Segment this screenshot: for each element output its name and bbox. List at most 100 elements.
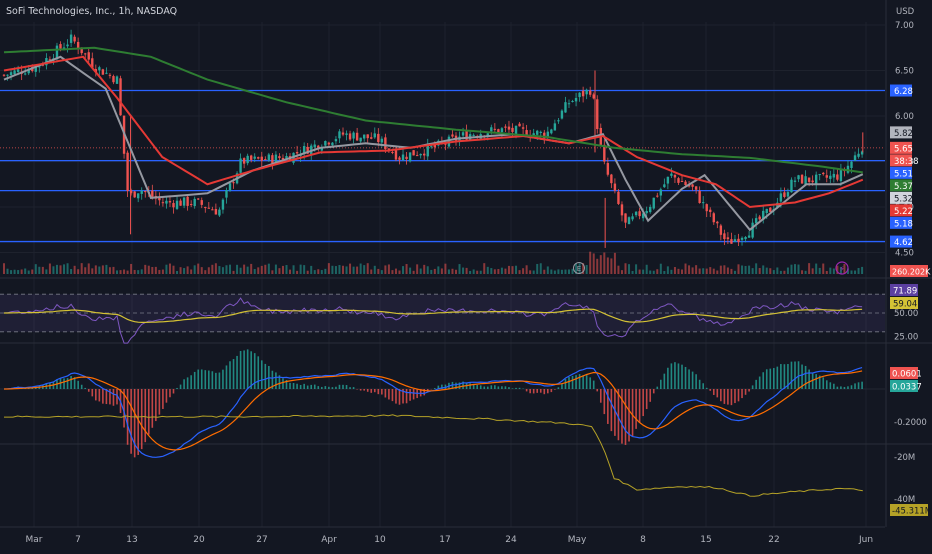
candle-body — [610, 175, 612, 184]
candle-body — [6, 75, 8, 76]
candle-body — [628, 217, 630, 224]
macd-histogram-bar — [671, 363, 673, 389]
volume-bar — [38, 267, 40, 274]
candle-body — [691, 184, 693, 186]
volume-bar — [261, 266, 263, 274]
candle-body — [501, 128, 503, 132]
volume-bar — [314, 270, 316, 274]
price-axis-label: 5.18 — [894, 219, 913, 229]
macd-histogram-bar — [674, 362, 676, 389]
candle-body — [278, 156, 280, 158]
volume-bar — [158, 270, 160, 274]
macd-histogram-bar — [265, 364, 267, 389]
price-axis-label: 5.22 — [894, 207, 913, 217]
candle-body — [384, 137, 386, 149]
macd-histogram-bar — [688, 369, 690, 389]
macd-histogram-bar — [81, 385, 83, 389]
macd-histogram-bar — [547, 389, 549, 393]
candle-body — [338, 131, 340, 138]
macd-histogram-bar — [99, 389, 101, 401]
volume-bar — [233, 271, 235, 274]
candle-body — [197, 199, 199, 200]
volume-bar — [342, 266, 344, 274]
volume-bar — [416, 264, 418, 274]
macd-histogram-bar — [166, 389, 168, 403]
macd-histogram-bar — [162, 389, 164, 409]
volume-bar — [81, 263, 83, 274]
obv-tick-label: -20M — [894, 453, 915, 463]
price-tick-label: 4.50 — [895, 249, 914, 259]
candle-body — [261, 157, 263, 161]
candle-body — [822, 173, 824, 174]
volume-bar — [353, 267, 355, 274]
macd-histogram-bar — [805, 366, 807, 389]
macd-histogram-bar — [303, 384, 305, 389]
volume-bar — [600, 255, 602, 274]
candle-body — [755, 218, 757, 223]
macd-histogram-bar — [752, 385, 754, 389]
macd-histogram-bar — [731, 389, 733, 405]
macd-histogram-bar — [63, 378, 65, 389]
candle-body — [554, 123, 556, 130]
volume-bar — [476, 271, 478, 274]
candle-body — [660, 189, 662, 195]
volume-bar — [56, 265, 58, 274]
candle-body — [412, 150, 414, 155]
candle-body — [176, 201, 178, 209]
candle-body — [727, 237, 729, 239]
macd-histogram-bar — [187, 377, 189, 389]
volume-bar — [218, 266, 220, 274]
macd-histogram-bar — [374, 389, 376, 392]
candle-body — [367, 134, 369, 138]
volume-bar — [473, 269, 475, 274]
volume-bar — [331, 266, 333, 274]
candle-body — [335, 139, 337, 141]
volume-bar — [324, 269, 326, 274]
macd-histogram-bar — [575, 375, 577, 389]
volume-bar — [275, 265, 277, 274]
macd-tick-label: -0.2000 — [894, 418, 927, 428]
macd-histogram-bar — [314, 385, 316, 389]
candle-body — [578, 93, 580, 97]
volume-bar — [716, 270, 718, 274]
volume-bar — [780, 271, 782, 274]
macd-histogram-bar — [709, 389, 711, 391]
macd-histogram-bar — [95, 389, 97, 400]
macd-histogram-bar — [593, 381, 595, 389]
volume-bar — [423, 265, 425, 274]
price-axis-label: 5.37 — [894, 182, 913, 192]
candle-body — [105, 73, 107, 74]
volume-bar — [28, 271, 30, 274]
macd-histogram-bar — [190, 375, 192, 389]
macd-histogram-bar — [219, 373, 221, 389]
macd-histogram-bar — [784, 364, 786, 389]
volume-bar — [211, 265, 213, 274]
volume-bar — [367, 263, 369, 274]
volume-bar — [254, 269, 256, 274]
macd-histogram-bar — [53, 383, 55, 389]
candle-body — [631, 216, 633, 219]
volume-bar — [455, 270, 457, 274]
volume-bar — [7, 269, 9, 274]
volume-bar — [589, 252, 591, 274]
macd-histogram-bar — [229, 361, 231, 389]
candle-body — [826, 175, 828, 178]
macd-histogram-bar — [155, 389, 157, 421]
volume-bar — [137, 270, 139, 274]
volume-bar — [681, 269, 683, 274]
volume-bar — [730, 269, 732, 274]
volume-bar — [243, 265, 245, 274]
candle-body — [585, 90, 587, 95]
candle-body — [833, 174, 835, 178]
volume-bar — [822, 264, 824, 274]
candle-body — [324, 141, 326, 146]
volume-bar — [377, 269, 379, 274]
volume-bar — [688, 265, 690, 274]
candle-body — [723, 233, 725, 239]
volume-bar — [112, 267, 114, 274]
macd-histogram-bar — [777, 367, 779, 389]
candle-body — [607, 163, 609, 175]
volume-bar — [91, 268, 93, 274]
